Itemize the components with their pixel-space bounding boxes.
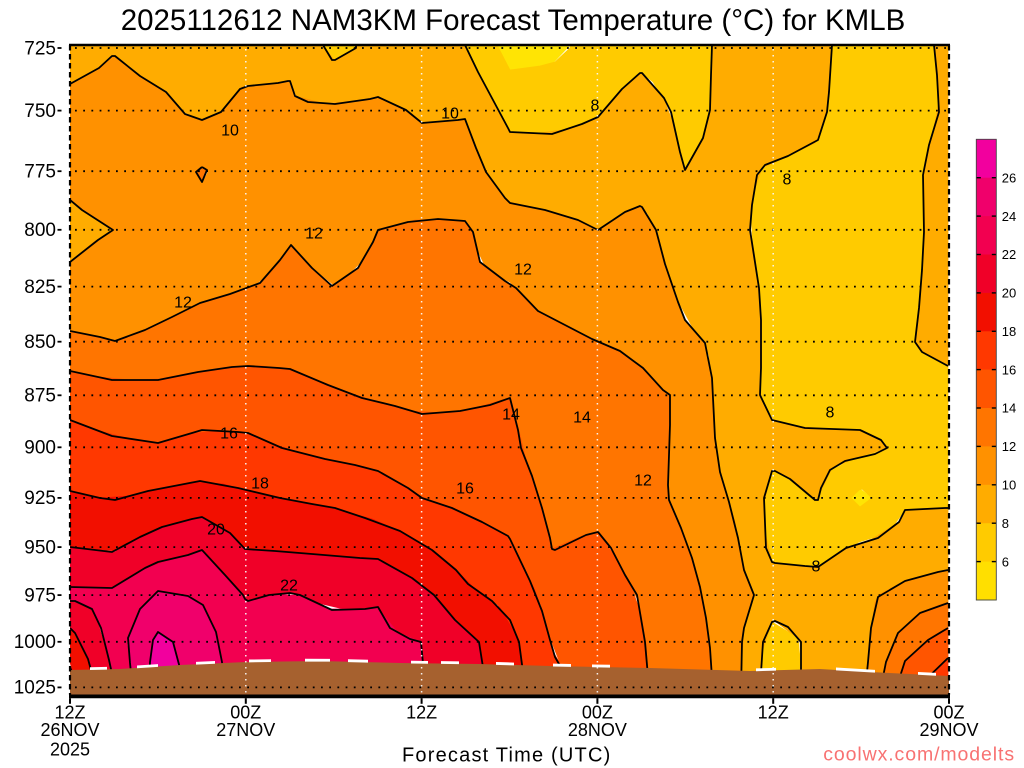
svg-text:900: 900 — [24, 438, 56, 459]
svg-text:00Z: 00Z — [933, 703, 964, 723]
svg-text:1025: 1025 — [14, 678, 56, 699]
svg-text:1000: 1000 — [14, 632, 56, 653]
svg-text:22: 22 — [1002, 247, 1016, 262]
svg-text:22: 22 — [280, 578, 298, 595]
svg-text:2025112612 NAM3KM Forecast Tem: 2025112612 NAM3KM Forecast Temperature (… — [121, 4, 906, 37]
svg-text:29NOV: 29NOV — [919, 720, 978, 740]
svg-text:775: 775 — [24, 162, 56, 183]
svg-text:875: 875 — [24, 386, 56, 407]
svg-text:800: 800 — [24, 220, 56, 241]
svg-text:26: 26 — [1002, 170, 1016, 185]
svg-text:18: 18 — [1002, 324, 1016, 339]
svg-text:12: 12 — [174, 295, 192, 312]
svg-text:20: 20 — [1002, 286, 1016, 301]
svg-text:10: 10 — [221, 123, 239, 140]
svg-text:14: 14 — [502, 407, 520, 424]
svg-text:12Z: 12Z — [758, 703, 789, 723]
svg-text:12: 12 — [305, 226, 323, 243]
svg-text:12: 12 — [514, 262, 532, 279]
svg-text:16: 16 — [456, 481, 474, 498]
svg-text:850: 850 — [24, 332, 56, 353]
svg-text:14: 14 — [573, 410, 591, 427]
svg-text:8: 8 — [826, 405, 835, 422]
svg-text:16: 16 — [220, 426, 238, 443]
svg-text:925: 925 — [24, 488, 56, 509]
svg-text:8: 8 — [783, 172, 792, 189]
svg-text:8: 8 — [591, 98, 600, 115]
svg-text:Forecast Time (UTC): Forecast Time (UTC) — [402, 745, 611, 767]
svg-text:18: 18 — [251, 476, 269, 493]
svg-text:16: 16 — [1002, 362, 1016, 377]
svg-text:10: 10 — [441, 106, 459, 123]
svg-text:12Z: 12Z — [406, 703, 437, 723]
svg-text:12Z: 12Z — [54, 703, 85, 723]
svg-text:12: 12 — [1002, 439, 1016, 454]
svg-text:27NOV: 27NOV — [216, 720, 275, 740]
svg-text:825: 825 — [24, 277, 56, 298]
svg-text:00Z: 00Z — [582, 703, 613, 723]
svg-text:20: 20 — [207, 522, 225, 539]
svg-text:975: 975 — [24, 585, 56, 606]
svg-text:2025: 2025 — [50, 740, 90, 760]
svg-text:10: 10 — [1002, 478, 1016, 493]
svg-text:725: 725 — [24, 38, 56, 59]
svg-text:12: 12 — [634, 473, 652, 490]
svg-text:8: 8 — [1002, 516, 1009, 531]
svg-text:26NOV: 26NOV — [40, 720, 99, 740]
svg-text:950: 950 — [24, 537, 56, 558]
svg-text:24: 24 — [1002, 209, 1016, 224]
svg-text:00Z: 00Z — [230, 703, 261, 723]
svg-text:28NOV: 28NOV — [568, 720, 627, 740]
svg-text:coolwx.com/modelts: coolwx.com/modelts — [823, 744, 1015, 766]
svg-text:6: 6 — [1002, 554, 1009, 569]
svg-text:8: 8 — [812, 559, 821, 576]
svg-text:14: 14 — [1002, 401, 1016, 416]
svg-text:750: 750 — [24, 101, 56, 122]
